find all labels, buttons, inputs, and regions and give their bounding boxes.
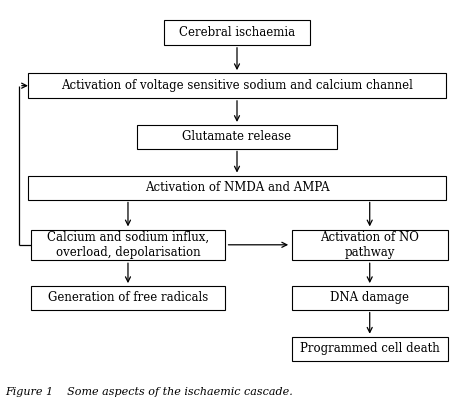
- Bar: [292, 286, 448, 310]
- Text: Programmed cell death: Programmed cell death: [300, 342, 439, 355]
- Bar: [28, 73, 446, 98]
- Text: Activation of NO
pathway: Activation of NO pathway: [320, 231, 419, 259]
- Text: Glutamate release: Glutamate release: [182, 130, 292, 143]
- Bar: [31, 229, 225, 260]
- Text: Cerebral ischaemia: Cerebral ischaemia: [179, 26, 295, 39]
- Text: Figure 1    Some aspects of the ischaemic cascade.: Figure 1 Some aspects of the ischaemic c…: [5, 387, 292, 397]
- Bar: [292, 229, 448, 260]
- Bar: [164, 20, 310, 45]
- Text: Calcium and sodium influx,
overload, depolarisation: Calcium and sodium influx, overload, dep…: [47, 231, 209, 259]
- Bar: [292, 337, 448, 361]
- Text: Activation of voltage sensitive sodium and calcium channel: Activation of voltage sensitive sodium a…: [61, 79, 413, 92]
- Bar: [28, 176, 446, 200]
- Text: Generation of free radicals: Generation of free radicals: [48, 291, 208, 304]
- Text: Activation of NMDA and AMPA: Activation of NMDA and AMPA: [145, 181, 329, 194]
- Text: DNA damage: DNA damage: [330, 291, 409, 304]
- Bar: [137, 125, 337, 149]
- Bar: [31, 286, 225, 310]
